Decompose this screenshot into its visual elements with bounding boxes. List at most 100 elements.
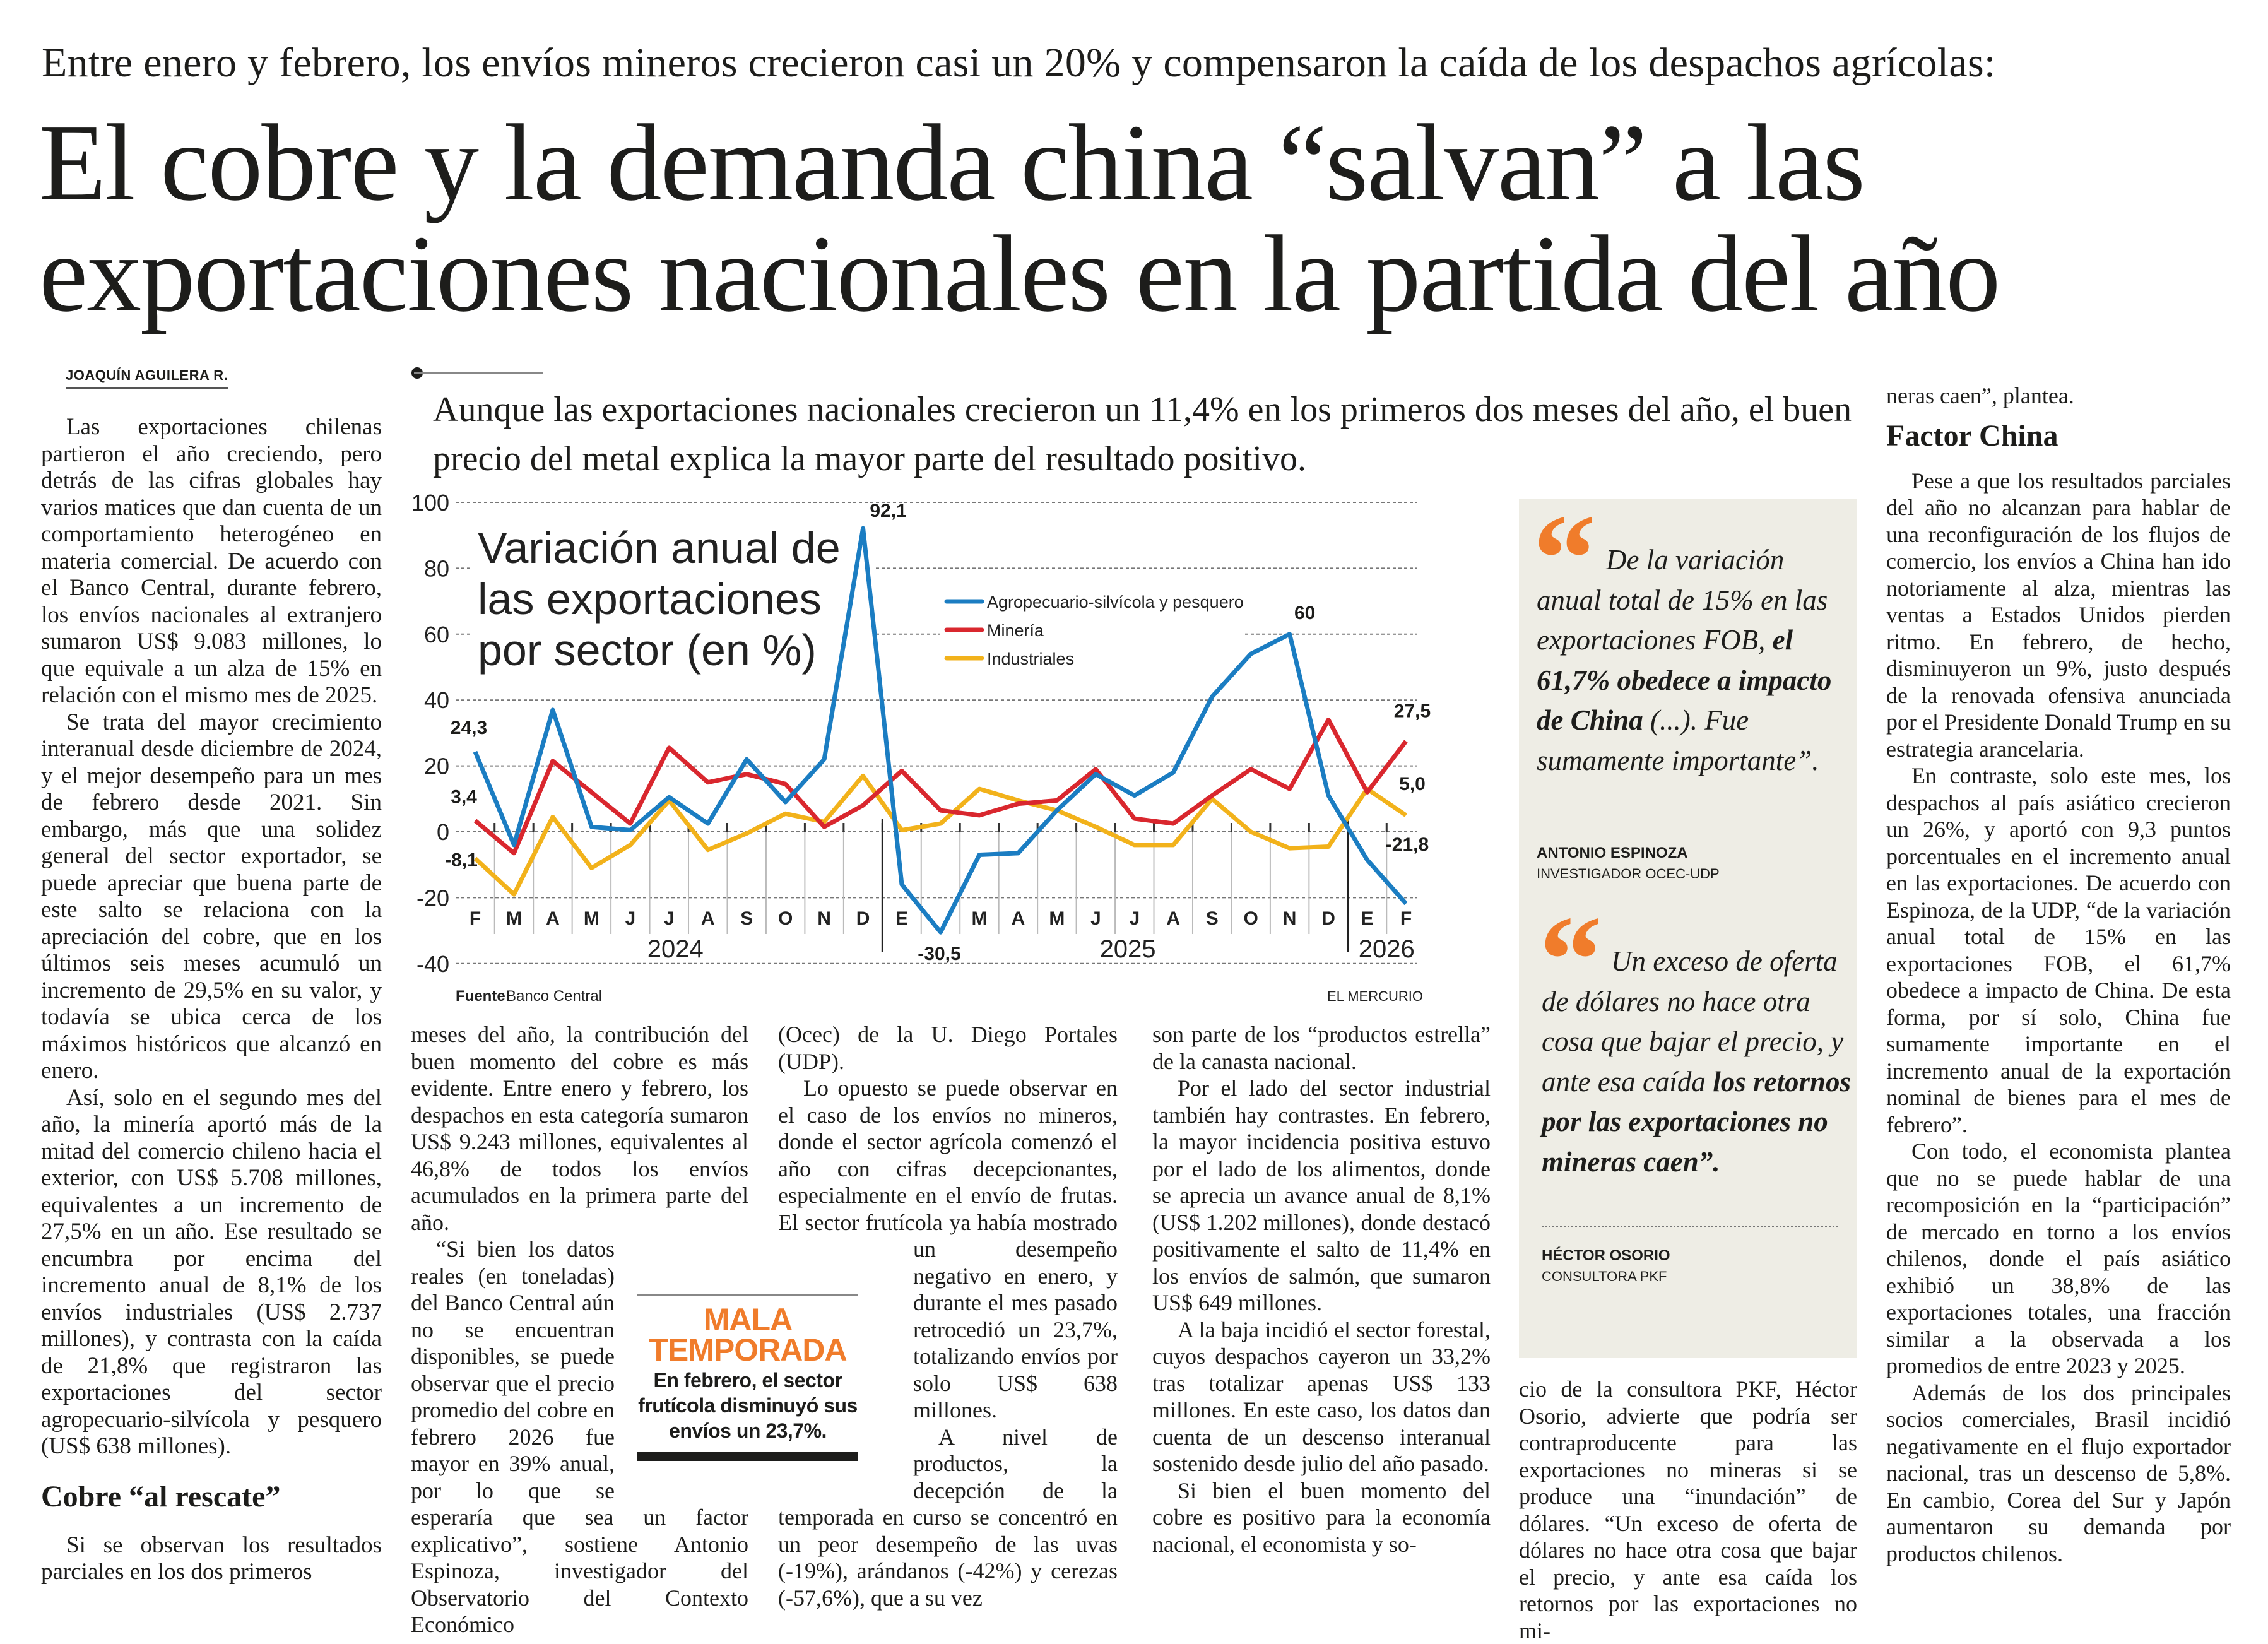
- data-label: 24,3: [451, 718, 487, 738]
- quote-highlight: el 61,7% obedece a impacto de China: [1537, 624, 1832, 736]
- paragraph: Además de los dos principales socios com…: [1886, 1380, 2231, 1566]
- paragraph: Las exportaciones chilenas partieron el …: [41, 414, 382, 708]
- data-label: 3,4: [451, 786, 477, 807]
- headline: El cobre y la demanda china “salvan” a l…: [39, 102, 2000, 334]
- paragraph: Pese a que los resultados parciales del …: [1886, 468, 2231, 762]
- paragraph: Si bien el buen momento del cobre es pos…: [1152, 1477, 1491, 1557]
- data-label: -8,1: [445, 849, 478, 870]
- data-label: 60: [1294, 603, 1315, 624]
- series-line-industriales: [473, 773, 1407, 897]
- series-line-agropecuario-silv-cola-y-pesquero: [473, 526, 1408, 935]
- legend-background: [940, 581, 1243, 675]
- quote-text: De la variación anual total de 15% en la…: [1537, 544, 1828, 656]
- paragraph: Por el lado del sector industrial tambié…: [1152, 1075, 1491, 1315]
- legend-label: Minería: [987, 621, 1044, 640]
- sidebar-box-title: MALA: [703, 1302, 793, 1337]
- month-label: E: [1361, 908, 1374, 929]
- quote-author: ANTONIO ESPINOZA: [1537, 844, 1688, 861]
- month-label: S: [1206, 908, 1219, 929]
- paragraph: En contraste, solo este mes, los despach…: [1886, 763, 2231, 1137]
- paragraph: Lo opuesto se puede observar en el caso …: [778, 1075, 1118, 1422]
- paragraph: Si se observan los resultados parciales …: [41, 1532, 382, 1585]
- month-label: D: [1321, 908, 1335, 929]
- paragraph: son parte de los “productos estrella” de…: [1152, 1022, 1491, 1074]
- headline-line: El cobre y la demanda china “salvan” a l…: [39, 102, 1865, 223]
- sidebar-box: MALA TEMPORADA En febrero, el sector fru…: [637, 1294, 858, 1461]
- quote-highlight: los retornos por las exportaciones no mi…: [1542, 1065, 1851, 1178]
- y-tick-label: 0: [437, 819, 449, 845]
- month-label: N: [1283, 908, 1297, 929]
- month-label: J: [1129, 908, 1140, 929]
- paragraph: Se trata del mayor crecimiento interanua…: [41, 709, 382, 1084]
- month-label: M: [506, 908, 522, 929]
- month-label: M: [1049, 908, 1065, 929]
- paragraph: (Ocec) de la U. Diego Portales (UDP).: [778, 1022, 1118, 1074]
- article-column-2: meses del año, la contribución del buen …: [411, 1021, 748, 1638]
- article-column-5: cio de la consultora PKF, Héctor Osorio,…: [1519, 1376, 1857, 1644]
- year-label: 2024: [647, 935, 704, 963]
- deck: Aunque las exportaciones nacionales crec…: [433, 390, 1852, 478]
- kicker: Entre enero y febrero, los envíos minero…: [42, 40, 1996, 86]
- year-label: 2025: [1100, 935, 1156, 963]
- data-label: -30,5: [918, 943, 960, 964]
- headline-line: exportaciones nacionales en la partida d…: [39, 213, 2000, 334]
- month-label: M: [971, 908, 987, 929]
- data-label: 5,0: [1399, 774, 1426, 795]
- pull-quote: Un exceso de oferta de dólares no hace o…: [1542, 942, 1851, 1182]
- series-line-miner-a: [473, 718, 1408, 856]
- paragraph: meses del año, la contribución del buen …: [411, 1022, 748, 1235]
- pull-quote: De la variación anual total de 15% en la…: [1537, 540, 1846, 781]
- legend-label: Industriales: [987, 649, 1074, 668]
- y-tick-label: -40: [416, 951, 449, 977]
- month-label: N: [817, 908, 831, 929]
- month-label: J: [1090, 908, 1101, 929]
- month-label: J: [664, 908, 675, 929]
- article-column-4: son parte de los “productos estrella” de…: [1152, 1021, 1491, 1558]
- source: Banco Central: [506, 988, 602, 1005]
- month-label: E: [895, 908, 908, 929]
- paragraph: cio de la consultora PKF, Héctor Osorio,…: [1519, 1376, 1857, 1643]
- chart-title: por sector (en %): [478, 625, 817, 675]
- chart-title: Variación anual de: [478, 523, 841, 572]
- sector-exports-chart: 100 80 60 40 20 0 -20 -40 F M A M J J A S O N D E M A M J J A S O N D…: [411, 492, 1431, 1005]
- quote-text: (...). Fue sumamente importante”.: [1537, 704, 1819, 776]
- data-label: 27,5: [1394, 701, 1431, 721]
- subheading: Cobre “al rescate”: [41, 1479, 281, 1513]
- legend-label: Agropecuario-silvícola y pesquero: [987, 593, 1244, 612]
- source-label: Fuente: [456, 988, 505, 1005]
- sidebar-box-title: TEMPORADA: [649, 1332, 847, 1368]
- quote-text: Un exceso de oferta de dólares no hace o…: [1542, 945, 1844, 1097]
- quote-box: “ De la variación anual total de 15% en …: [1519, 496, 1857, 1358]
- y-tick-label: -20: [416, 885, 449, 911]
- credit: EL MERCURIO: [1327, 988, 1423, 1004]
- month-label: O: [778, 908, 793, 929]
- data-label: 92,1: [870, 500, 906, 521]
- paragraph: A la baja incidió el sector forestal, cu…: [1152, 1316, 1491, 1477]
- paragraph: “Si bien los datos reales (en toneladas)…: [411, 1236, 748, 1637]
- byline: JOAQUÍN AGUILERA R.: [66, 367, 228, 389]
- divider: [1542, 1226, 1838, 1227]
- paragraph: neras caen”, plantea.: [1886, 383, 2074, 408]
- divider: [414, 372, 543, 374]
- paragraph: A nivel de productos, la decepción de la…: [778, 1424, 1118, 1611]
- month-label: A: [546, 908, 560, 929]
- month-label: F: [470, 908, 481, 929]
- month-label: A: [701, 908, 715, 929]
- month-label: M: [584, 908, 599, 929]
- article-column-1: Las exportaciones chilenas partieron el …: [41, 414, 382, 1586]
- article-column-6: neras caen”, plantea. Factor China Pese …: [1886, 382, 2231, 1567]
- subheading: Factor China: [1886, 418, 2058, 452]
- y-tick-label: 100: [411, 492, 449, 516]
- y-tick-label: 40: [424, 687, 449, 713]
- paragraph: Con todo, el economista plantea que no s…: [1886, 1138, 2231, 1378]
- month-label: A: [1166, 908, 1180, 929]
- quote-author-role: INVESTIGADOR OCEC-UDP: [1537, 866, 1720, 882]
- sidebar-box-text: En febrero, el sector frutícola disminuy…: [638, 1369, 858, 1442]
- month-label: A: [1012, 908, 1025, 929]
- quote-author: HÉCTOR OSORIO: [1542, 1247, 1670, 1264]
- month-label: J: [625, 908, 635, 929]
- quote-author-role: CONSULTORA PKF: [1542, 1268, 1667, 1284]
- month-label: S: [740, 908, 753, 929]
- month-label: F: [1400, 908, 1412, 929]
- article-column-3: (Ocec) de la U. Diego Portales (UDP). Lo…: [778, 1021, 1118, 1611]
